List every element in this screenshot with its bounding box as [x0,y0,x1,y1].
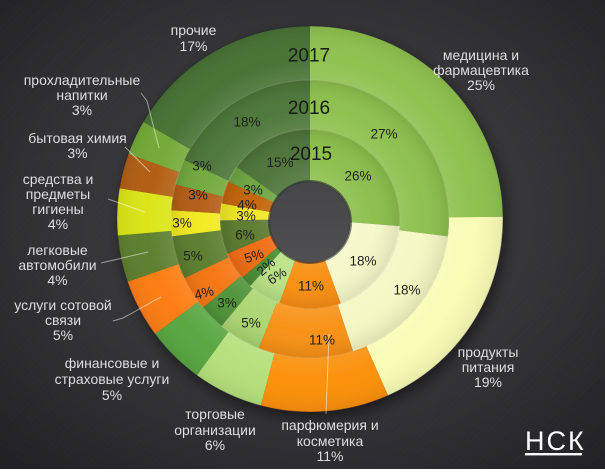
svg-text:11%: 11% [298,279,324,294]
svg-text:3%: 3% [172,216,192,231]
svg-text:2016: 2016 [288,98,330,119]
svg-text:НСК: НСК [525,426,586,456]
svg-text:5%: 5% [183,249,203,264]
svg-text:3%: 3% [243,183,263,198]
svg-text:3%: 3% [217,296,237,311]
svg-text:2017: 2017 [288,46,330,67]
svg-text:27%: 27% [370,127,397,142]
svg-text:15%: 15% [266,155,293,170]
svg-text:4%: 4% [193,283,216,303]
svg-text:5%: 5% [242,246,265,266]
svg-text:3%: 3% [236,209,256,224]
svg-text:11%: 11% [309,333,335,348]
svg-text:4%: 4% [237,198,257,213]
svg-text:2015: 2015 [290,144,332,165]
svg-text:18%: 18% [349,254,376,269]
svg-text:3%: 3% [192,159,212,174]
svg-text:3%: 3% [188,188,208,203]
svg-text:18%: 18% [393,283,420,298]
svg-text:6%: 6% [235,228,255,243]
svg-text:5%: 5% [241,316,261,331]
svg-text:26%: 26% [344,169,371,184]
svg-text:18%: 18% [233,115,260,130]
